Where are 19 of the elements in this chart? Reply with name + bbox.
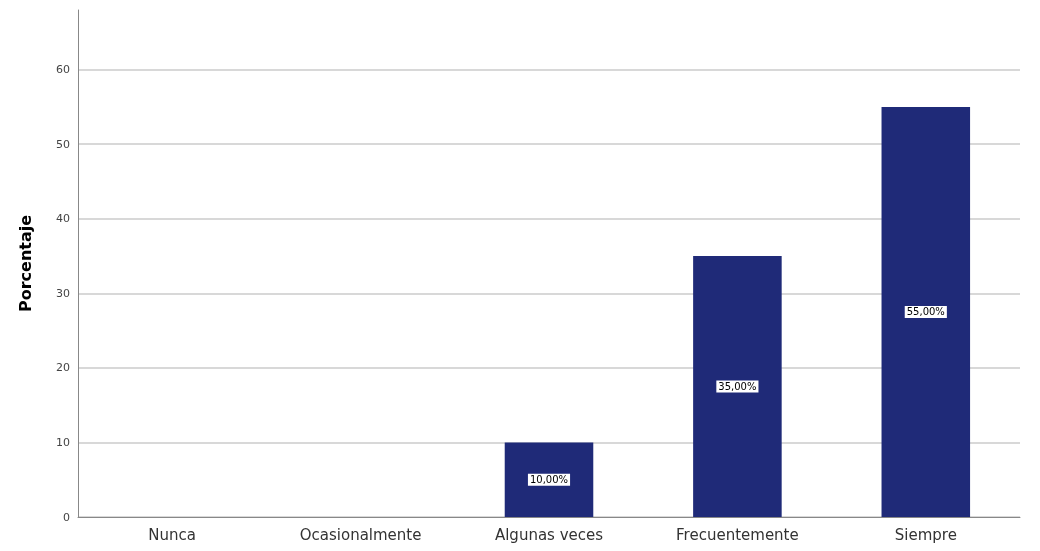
y-tick-label: 60 bbox=[56, 63, 70, 77]
x-tick-label: Ocasionalmente bbox=[299, 525, 422, 544]
y-tick-label: 0 bbox=[63, 510, 70, 524]
y-axis-title: Porcentaje bbox=[15, 214, 35, 313]
y-tick-label: 30 bbox=[56, 286, 70, 300]
data-label: 35,00% bbox=[718, 381, 757, 393]
y-tick-label: 10 bbox=[56, 435, 70, 449]
x-tick-label: Frecuentemente bbox=[676, 525, 799, 544]
x-tick-label: Siempre bbox=[894, 525, 957, 544]
y-tick-label: 40 bbox=[56, 212, 70, 226]
y-tick-label: 50 bbox=[56, 137, 70, 151]
data-label: 10,00% bbox=[529, 474, 569, 486]
data-label: 55,00% bbox=[906, 306, 945, 318]
bar bbox=[881, 106, 971, 517]
x-tick-label: Nunca bbox=[148, 525, 197, 544]
x-tick-label: Algunas veces bbox=[494, 525, 604, 544]
bar bbox=[504, 442, 594, 517]
bar bbox=[693, 256, 782, 517]
y-tick-label: 20 bbox=[56, 361, 70, 375]
